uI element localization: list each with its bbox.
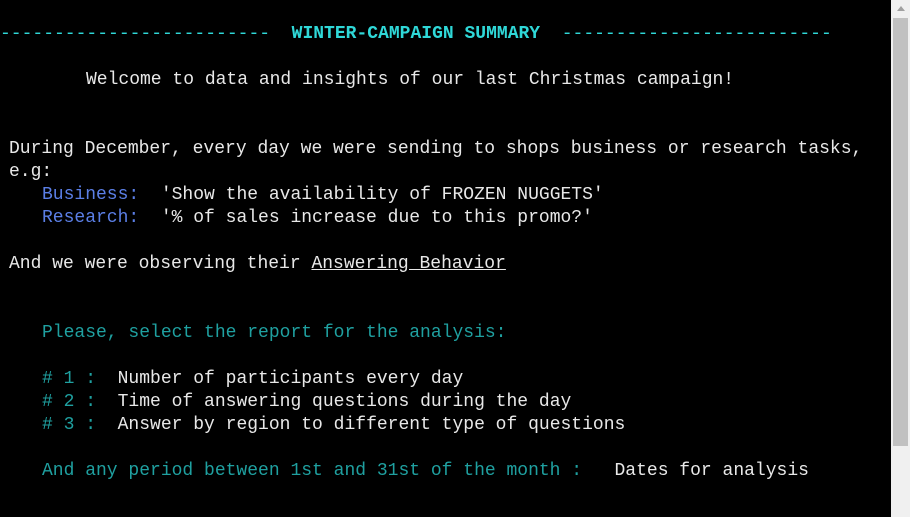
- report-option-2[interactable]: # 2 : Time of answering questions during…: [42, 391, 571, 414]
- research-label: Research:: [42, 208, 140, 228]
- example-research: Research: '% of sales increase due to th…: [42, 207, 593, 230]
- report-option-3[interactable]: # 3 : Answer by region to different type…: [42, 414, 625, 437]
- report-label: Number of participants every day: [117, 369, 464, 389]
- header-line: ------------------------- WINTER-CAMPAIG…: [0, 23, 832, 46]
- terminal-window: ------------------------- WINTER-CAMPAIG…: [0, 0, 891, 517]
- observing-line: And we were observing their Answering Be…: [9, 253, 506, 276]
- page-title: WINTER-CAMPAIGN SUMMARY: [291, 24, 541, 44]
- report-number: # 1 :: [42, 369, 97, 389]
- header-left-dashes: -------------------------: [0, 24, 271, 44]
- scroll-up-arrow-icon[interactable]: [891, 0, 910, 17]
- period-text: And any period between 1st and 31st of t…: [42, 461, 583, 481]
- report-prompt: Please, select the report for the analys…: [42, 323, 507, 343]
- report-number: # 3 :: [42, 415, 97, 435]
- report-label: Answer by region to different type of qu…: [117, 415, 626, 435]
- answering-behavior-link[interactable]: Answering Behavior: [311, 254, 506, 274]
- period-line: And any period between 1st and 31st of t…: [42, 460, 809, 483]
- example-business: Business: 'Show the availability of FROZ…: [42, 184, 604, 207]
- header-right-dashes: -------------------------: [561, 24, 832, 44]
- report-number: # 2 :: [42, 392, 97, 412]
- research-text: '% of sales increase due to this promo?': [160, 208, 593, 228]
- vertical-scrollbar[interactable]: [891, 0, 910, 517]
- intro-line-1: During December, every day we were sendi…: [9, 139, 863, 159]
- report-label: Time of answering questions during the d…: [117, 392, 572, 412]
- welcome-text: Welcome to data and insights of our last…: [86, 70, 735, 90]
- business-text: 'Show the availability of FROZEN NUGGETS…: [160, 185, 604, 205]
- business-label: Business:: [42, 185, 140, 205]
- scrollbar-thumb[interactable]: [893, 18, 908, 446]
- intro-line-2: e.g:: [9, 162, 53, 182]
- dates-for-analysis-option[interactable]: Dates for analysis: [614, 461, 809, 481]
- report-option-1[interactable]: # 1 : Number of participants every day: [42, 368, 463, 391]
- observing-prefix: And we were observing their: [9, 254, 312, 274]
